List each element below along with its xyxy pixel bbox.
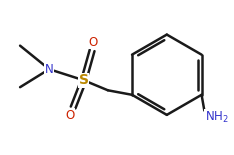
Text: O: O	[89, 36, 98, 49]
Text: NH$_2$: NH$_2$	[205, 109, 229, 124]
Text: N: N	[45, 63, 54, 76]
Text: O: O	[65, 109, 75, 122]
Text: S: S	[79, 73, 89, 87]
